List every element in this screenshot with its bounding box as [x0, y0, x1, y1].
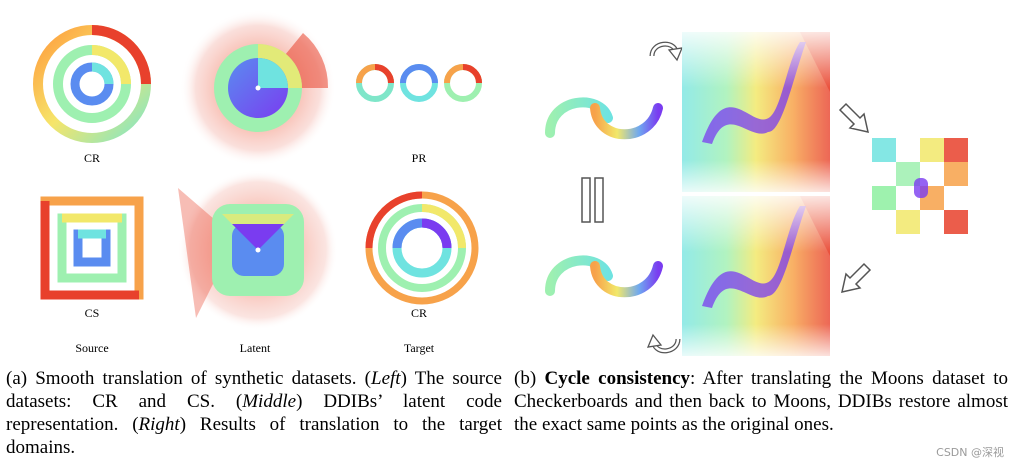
label-target: Target [403, 341, 435, 355]
cr-source-plot [33, 25, 151, 143]
caption-b-bold: Cycle consistency [544, 368, 690, 389]
label-cs: CS [84, 306, 100, 320]
latent-wave-top-plot [682, 32, 830, 192]
moons-top-plot [545, 97, 663, 140]
arrow-down-right-icon [838, 102, 869, 133]
label-cr-top: CR [83, 151, 100, 165]
caption-a-left: Left [371, 368, 401, 389]
caption-a-right: Right [138, 414, 180, 435]
label-source: Source [75, 341, 109, 355]
caption-a-middle: Middle [242, 391, 297, 412]
latent-top-plot [180, 10, 336, 166]
caption-a-part2: ) The source datasets: CR and CS. ( [6, 368, 502, 412]
cr-target-plot [365, 191, 479, 305]
checkerboard-plot [872, 138, 968, 234]
moons-bottom-plot [545, 255, 663, 298]
latent-wave-bottom-plot [682, 196, 830, 356]
caption-b-rest: : After translating the Moons dataset to… [514, 368, 1008, 435]
caption-b-prefix: (b) [514, 368, 545, 389]
label-latent: Latent [239, 341, 271, 355]
arrow-down-left-icon [841, 262, 872, 293]
caption-a-part3: ) DDIBs’ latent code representation. ( [6, 391, 502, 435]
rotate-arrow-bottom-icon [646, 333, 681, 354]
equals-sign [581, 177, 604, 223]
cs-plot [40, 196, 144, 300]
rotate-arrow-top-icon [649, 41, 684, 62]
label-cr-bottom: CR [410, 306, 427, 320]
label-pr: PR [411, 151, 427, 165]
caption-a-prefix: (a) Smooth translation of synthetic data… [6, 368, 371, 389]
caption-b: (b) Cycle consistency: After translating… [514, 367, 1008, 436]
caption-a: (a) Smooth translation of synthetic data… [6, 367, 502, 459]
caption-a-part4: ) Results of translation to the target d… [6, 414, 502, 458]
latent-bottom-plot [178, 170, 338, 330]
pr-plot [356, 64, 482, 102]
watermark: CSDN @深视 [936, 446, 1004, 459]
